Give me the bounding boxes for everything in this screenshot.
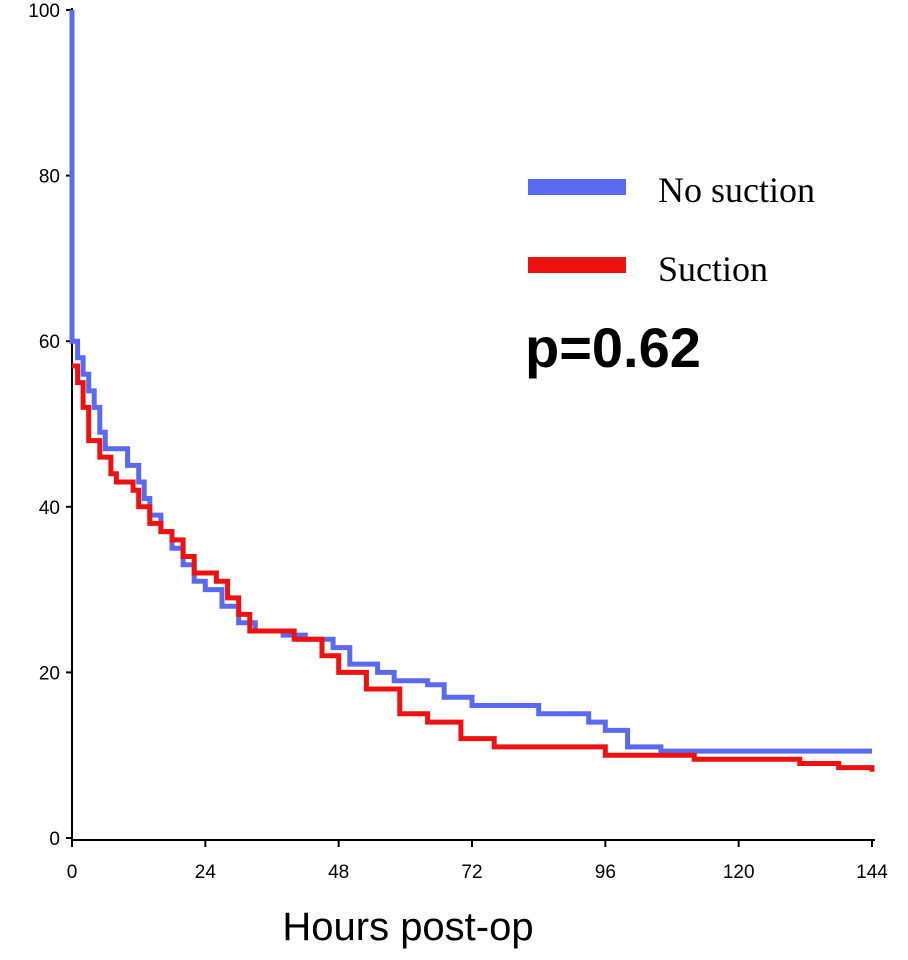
x-tick-label: 144 bbox=[856, 862, 888, 883]
series-line-suction bbox=[72, 363, 875, 772]
y-tick-label: 80 bbox=[39, 167, 60, 188]
x-tick-label: 96 bbox=[595, 862, 616, 883]
x-tick-label: 72 bbox=[461, 862, 482, 883]
p-value-annotation: p=0.62 bbox=[525, 316, 701, 379]
series-layer bbox=[69, 10, 875, 772]
x-tick-label: 24 bbox=[195, 862, 217, 883]
y-tick-label: 100 bbox=[28, 1, 60, 22]
x-axis-title: Hours post-op bbox=[282, 905, 533, 949]
plot-area: 0 20 40 60 80 100 0 24 48 72 96 120 144 bbox=[28, 1, 888, 883]
y-tick-label: 20 bbox=[39, 663, 60, 684]
x-tick-label: 48 bbox=[328, 862, 349, 883]
legend-label-suction: Suction bbox=[658, 249, 768, 289]
y-tick-label: 40 bbox=[39, 498, 60, 519]
y-tick-label: 0 bbox=[49, 829, 60, 850]
x-tick-label: 120 bbox=[723, 862, 755, 883]
y-tick-label: 60 bbox=[39, 332, 60, 353]
series-line-no-suction bbox=[69, 10, 872, 754]
legend-swatch-suction bbox=[528, 257, 626, 273]
legend-label-no-suction: No suction bbox=[658, 170, 815, 210]
x-axis-ticks: 0 24 48 72 96 120 144 bbox=[67, 840, 888, 883]
y-axis-ticks: 0 20 40 60 80 100 bbox=[28, 1, 72, 850]
legend-swatch-no-suction bbox=[528, 179, 626, 195]
legend: No suction Suction bbox=[528, 170, 815, 289]
x-tick-label: 0 bbox=[67, 862, 78, 883]
